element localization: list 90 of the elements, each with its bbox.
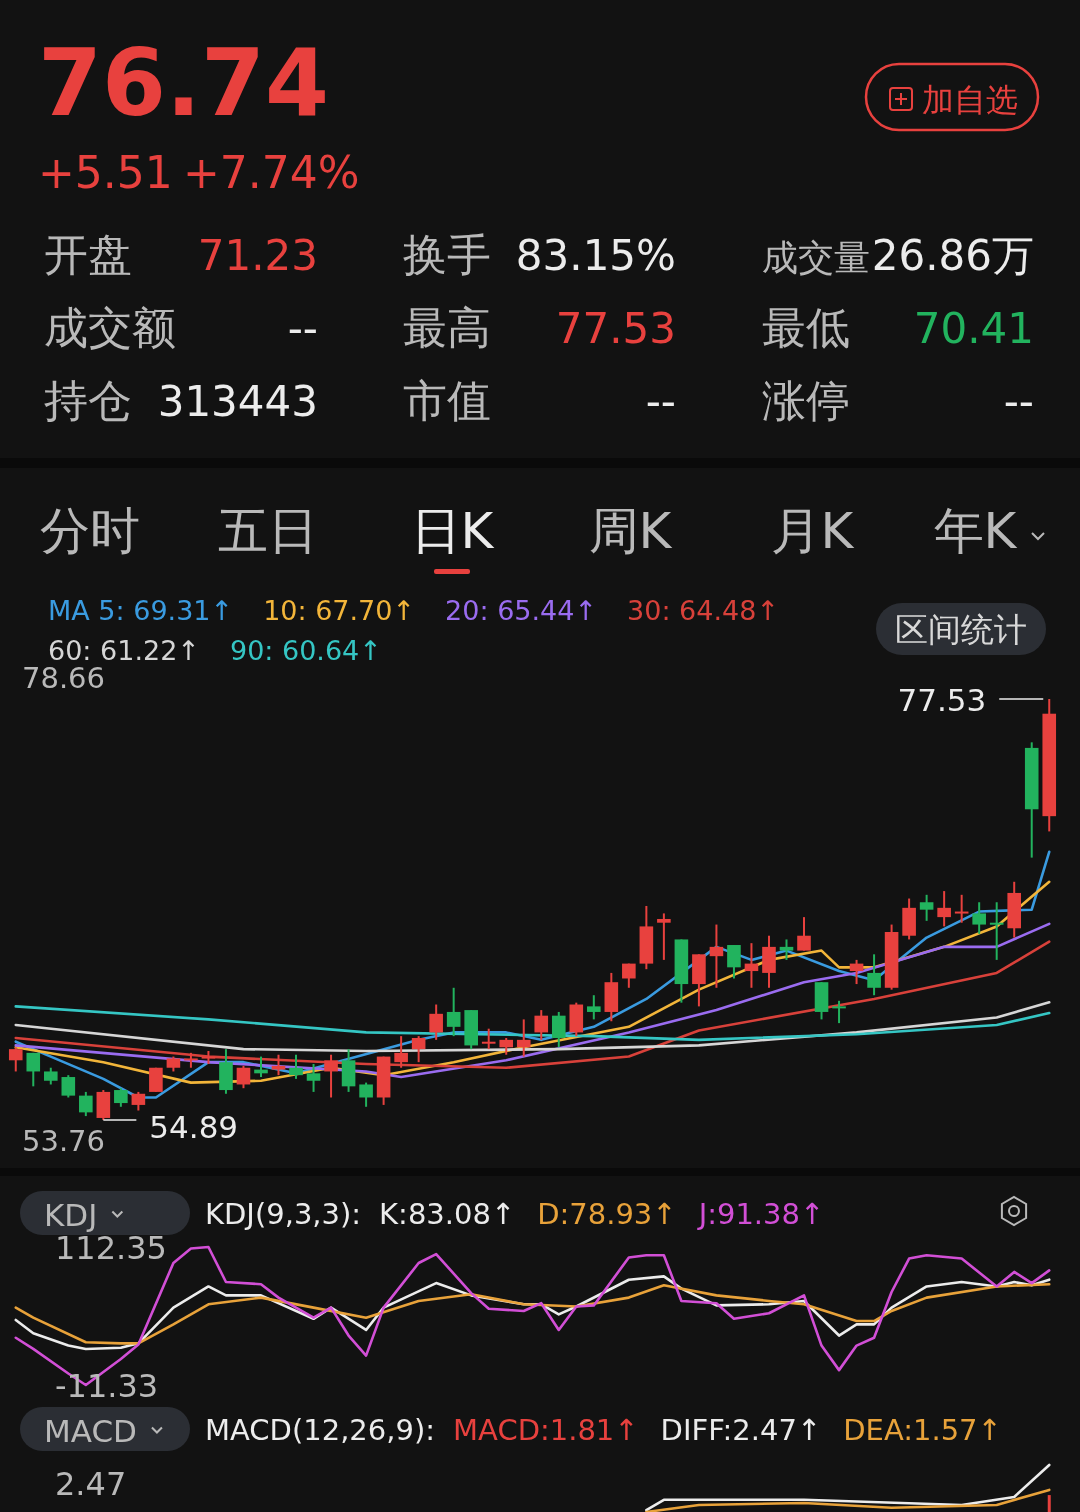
text: MA 5: 69.31↑ [48,595,234,626]
text: +5.51 [38,147,173,198]
text: 成交额 [44,302,176,353]
text: 最高 [403,302,491,353]
series-label: D:78.93↑ [537,1197,677,1231]
candlestick [306,1063,321,1093]
text: -- [645,377,676,426]
text: -- [1003,377,1034,426]
candlestick [429,1003,443,1041]
text: K:83.08↑ [379,1197,516,1231]
line-series [14,1282,1051,1345]
series-label: DIFF:2.47↑ [660,1413,822,1447]
text: 最低 [762,302,850,353]
candlestick [832,999,846,1025]
text: 77.53 [555,304,676,353]
candlestick [114,1087,128,1108]
candlestick [744,942,759,989]
text: 分时 [40,502,140,560]
series-label: DEA:1.57↑ [843,1413,1002,1447]
chart-title: MACD(12,26,9): [205,1413,436,1447]
candlestick [446,986,461,1038]
text: MACD [44,1413,137,1449]
text: 20: 65.44↑ [445,595,598,626]
candlestick [534,1009,549,1041]
annotation: 2.47 [55,1465,127,1503]
candlestick [849,958,864,986]
text: 开盘 [44,229,132,280]
line-series [14,1005,1051,1042]
candlestick [131,1090,146,1112]
text: 周K [588,502,673,560]
candlestick [236,1064,251,1090]
text: 10: 67.70↑ [263,595,416,626]
text: 26.86万 [871,231,1034,280]
candlestick [481,1027,496,1051]
candlestick [937,890,951,928]
candlestick [411,1035,426,1064]
candlestick [867,953,881,997]
candlestick [551,1010,566,1049]
candlestick [622,962,636,989]
candlestick [779,938,794,961]
text: +7.74% [183,147,360,198]
text: KDJ [44,1197,98,1233]
text: 月K [770,502,855,560]
text: 70.41 [913,304,1034,353]
candlestick [709,923,724,989]
text: 成交量 [762,237,870,278]
text: 83.15% [515,231,676,280]
candlestick [324,1053,338,1099]
series-label: J:91.38↑ [696,1197,825,1231]
text: 313443 [157,377,318,426]
text: 76.74 [38,30,330,137]
candlestick [516,1018,531,1058]
text: -- [287,304,318,353]
candlestick [587,994,601,1021]
chart-title: KDJ(9,3,3): [205,1197,362,1231]
y-tick-label: 53.76 [22,1124,106,1159]
text: 71.23 [197,231,318,280]
text: 五日 [218,502,318,560]
text: 换手 [403,229,491,280]
candlestick [8,1046,23,1073]
text: 年K [933,502,1018,560]
candlestick [972,901,986,935]
line-series [14,940,1051,1070]
text: MACD:1.81↑ [453,1413,639,1447]
candlestick [394,1035,408,1069]
text: 涨停 [762,375,850,426]
line-series [14,1000,1051,1053]
candlestick [919,893,934,922]
candlestick [79,1090,93,1118]
candlestick [727,944,741,980]
text: 90: 60.64↑ [229,635,382,666]
text: 持仓 [44,375,132,426]
candlestick [797,916,811,952]
candlestick [271,1053,286,1077]
y-tick-label: -11.33 [55,1366,159,1405]
candlestick [61,1074,76,1099]
annotation: 54.89 [149,1108,239,1145]
text: 市值 [403,375,491,426]
text: 区间统计 [895,610,1027,649]
annotation: 77.53 [897,682,987,719]
candlestick [989,901,1004,961]
candlestick [289,1053,303,1080]
text: 加自选 [922,81,1018,119]
candlestick [954,893,969,924]
candlestick [657,912,671,961]
text: 日K [410,502,495,560]
line-series [14,922,1051,1079]
candlestick [26,1051,41,1088]
text: 30: 64.48↑ [627,595,780,626]
candlestick [359,1081,373,1108]
